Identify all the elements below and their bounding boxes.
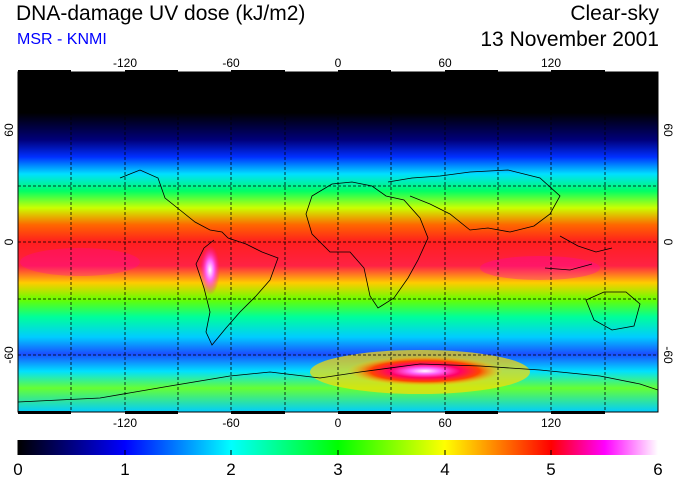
map-source: MSR - KNMI: [17, 31, 107, 48]
lat-label-right: -60: [661, 346, 675, 364]
lon-label-top: -120: [113, 56, 137, 70]
colorbar-label: 2: [226, 460, 236, 479]
frame-ticks: [18, 70, 605, 414]
sky-condition: Clear-sky: [570, 2, 659, 25]
lat-label-left: 0: [2, 238, 16, 245]
map-date: 13 November 2001: [480, 28, 659, 51]
coastlines: [18, 169, 658, 403]
colorbar-label: 4: [440, 460, 450, 479]
colorbar: [18, 440, 658, 455]
lon-label-top: 60: [438, 56, 452, 70]
colorbar-label: 3: [333, 460, 343, 479]
lat-labels-left: 60 0 -60: [2, 123, 16, 364]
map-title: DNA-damage UV dose (kJ/m2): [16, 2, 306, 25]
colorbar-label: 6: [653, 460, 663, 479]
lat-label-right: 60: [661, 123, 675, 137]
colorbar-label: 1: [120, 460, 130, 479]
lon-labels-top: -120 -60 0 60 120: [113, 56, 561, 70]
lon-label-bottom: -120: [113, 416, 137, 430]
colorbar-label: 5: [546, 460, 556, 479]
lon-label-bottom: 0: [335, 416, 342, 430]
lon-label-top: 0: [335, 56, 342, 70]
lon-label-top: -60: [222, 56, 240, 70]
lon-label-bottom: 120: [541, 416, 561, 430]
lat-labels-right: 60 0 -60: [661, 123, 675, 364]
map-gridlines: [18, 72, 658, 412]
lat-label-left: 60: [2, 123, 16, 137]
colorbar-ticks: [17, 440, 552, 455]
lon-label-top: 120: [541, 56, 561, 70]
lat-label-right: 0: [661, 239, 675, 246]
colorbar-label: 0: [13, 460, 23, 479]
lon-label-bottom: 60: [438, 416, 452, 430]
lon-label-bottom: -60: [222, 416, 240, 430]
lon-labels-bottom: -120 -60 0 60 120: [113, 416, 561, 430]
lat-label-left: -60: [2, 346, 16, 364]
